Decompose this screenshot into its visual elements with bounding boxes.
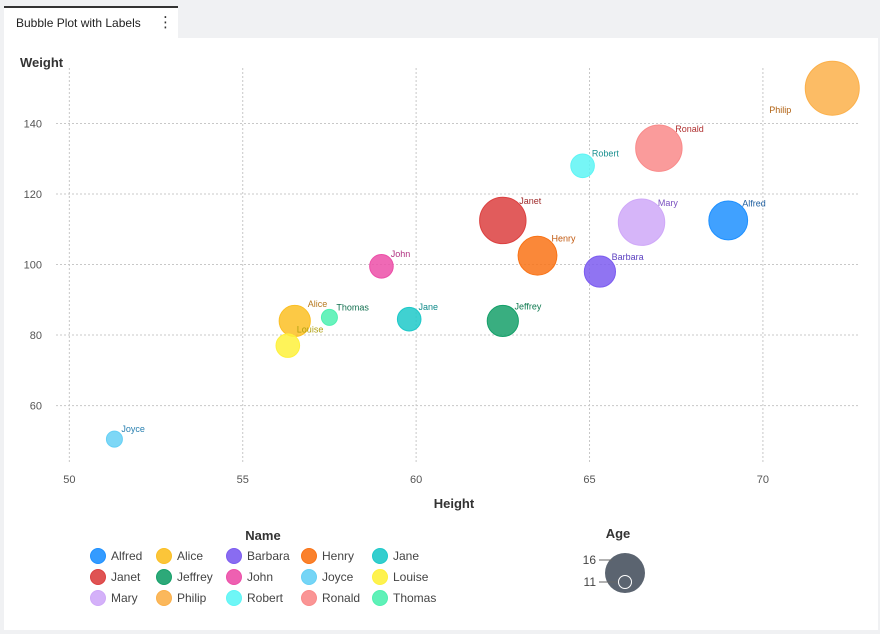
legend-title-age: Age	[606, 526, 631, 541]
legend-label-jane: Jane	[393, 549, 419, 563]
legend-label-janet: Janet	[111, 570, 141, 584]
bubble-barbara	[583, 255, 617, 288]
legend-title-name: Name	[245, 528, 280, 543]
x-tick-label: 60	[410, 474, 422, 486]
legend-swatch-alice	[156, 548, 172, 564]
legend-label-joyce: Joyce	[322, 570, 354, 584]
x-axis-title: Height	[434, 496, 475, 511]
y-tick-label: 80	[30, 330, 42, 342]
legend-swatch-janet	[90, 569, 106, 585]
bubble-mary	[617, 198, 666, 246]
bubble-label-john: John	[391, 249, 411, 259]
bubble-ronald	[635, 124, 683, 172]
bubble-label-mary: Mary	[658, 198, 678, 208]
bubble-label-jane: Jane	[419, 302, 439, 312]
bubble-label-alfred: Alfred	[742, 198, 766, 208]
bubble-label-jeffrey: Jeffrey	[514, 301, 541, 311]
bubble-label-joyce: Joyce	[121, 424, 145, 434]
legend-swatch-thomas	[372, 590, 388, 606]
legend-swatch-john	[226, 569, 242, 585]
bubble-janet	[479, 196, 527, 245]
legend-label-henry: Henry	[322, 549, 354, 563]
bubble-label-henry: Henry	[552, 234, 577, 244]
y-tick-label: 120	[24, 189, 42, 201]
bubble-louise	[275, 333, 301, 358]
legend-label-thomas: Thomas	[393, 591, 436, 605]
legend-swatch-alfred	[90, 548, 106, 564]
bubble-philip	[804, 60, 860, 116]
x-tick-label: 70	[757, 474, 769, 486]
bubble-label-philip: Philip	[769, 105, 791, 115]
legend-swatch-jane	[372, 548, 388, 564]
bubble-label-barbara: Barbara	[612, 252, 644, 262]
bubble-alfred	[708, 200, 749, 241]
size-legend-value: 16	[583, 553, 597, 567]
legend-label-jeffrey: Jeffrey	[177, 570, 213, 584]
y-tick-label: 100	[24, 260, 42, 272]
bubble-label-janet: Janet	[519, 196, 542, 206]
y-axis-title: Weight	[20, 55, 64, 70]
legend-label-robert: Robert	[247, 591, 284, 605]
legend-swatch-louise	[372, 569, 388, 585]
tab-label: Bubble Plot with Labels	[16, 16, 141, 30]
x-tick-label: 55	[237, 474, 249, 486]
bubble-joyce	[105, 430, 123, 448]
legend-swatch-barbara	[226, 548, 242, 564]
y-tick-label: 140	[24, 118, 42, 130]
bubble-robert	[570, 153, 595, 179]
chart-card: 50 55 60 65 70 60 80 100 120 140 Weight Height Alfre…	[4, 38, 878, 630]
legend-swatch-jeffrey	[156, 569, 172, 585]
bubble-label-robert: Robert	[592, 148, 620, 158]
legend-label-ronald: Ronald	[322, 591, 360, 605]
bubble-label-alice: Alice	[308, 299, 328, 309]
x-tick-label: 65	[583, 474, 595, 486]
legend-label-mary: Mary	[111, 591, 138, 605]
legend-label-john: John	[247, 570, 273, 584]
bubble-label-thomas: Thomas	[336, 302, 369, 312]
legend-swatch-joyce	[301, 569, 317, 585]
y-tick-label: 60	[30, 401, 42, 413]
legend-label-alice: Alice	[177, 549, 203, 563]
x-tick-label: 50	[63, 474, 75, 486]
bubble-jane	[396, 306, 422, 332]
bubble-john	[369, 253, 394, 279]
bubble-henry	[517, 235, 558, 276]
legend-swatch-mary	[90, 590, 106, 606]
size-legend-value: 11	[584, 575, 597, 589]
size-legend-large-circle	[605, 553, 645, 593]
bubble-jeffrey	[486, 304, 519, 338]
bubble-chart: 50 55 60 65 70 60 80 100 120 140 Weight Height Alfre…	[20, 55, 860, 606]
legend-label-barbara: Barbara	[247, 549, 290, 563]
legend-label-alfred: Alfred	[111, 549, 142, 563]
legend-swatch-ronald	[301, 590, 317, 606]
legend-swatch-henry	[301, 548, 317, 564]
bubble-label-ronald: Ronald	[675, 124, 704, 134]
legend-swatch-philip	[156, 590, 172, 606]
legend-swatch-robert	[226, 590, 242, 606]
legend-label-philip: Philip	[177, 591, 207, 605]
bubble-thomas	[320, 308, 338, 326]
tab-bubble-plot[interactable]: Bubble Plot with Labels ⋮	[4, 6, 178, 38]
bubble-label-louise: Louise	[297, 325, 324, 335]
size-legend-small-circle	[618, 575, 632, 589]
more-vertical-icon[interactable]: ⋮	[158, 14, 173, 31]
legend-label-louise: Louise	[393, 570, 429, 584]
